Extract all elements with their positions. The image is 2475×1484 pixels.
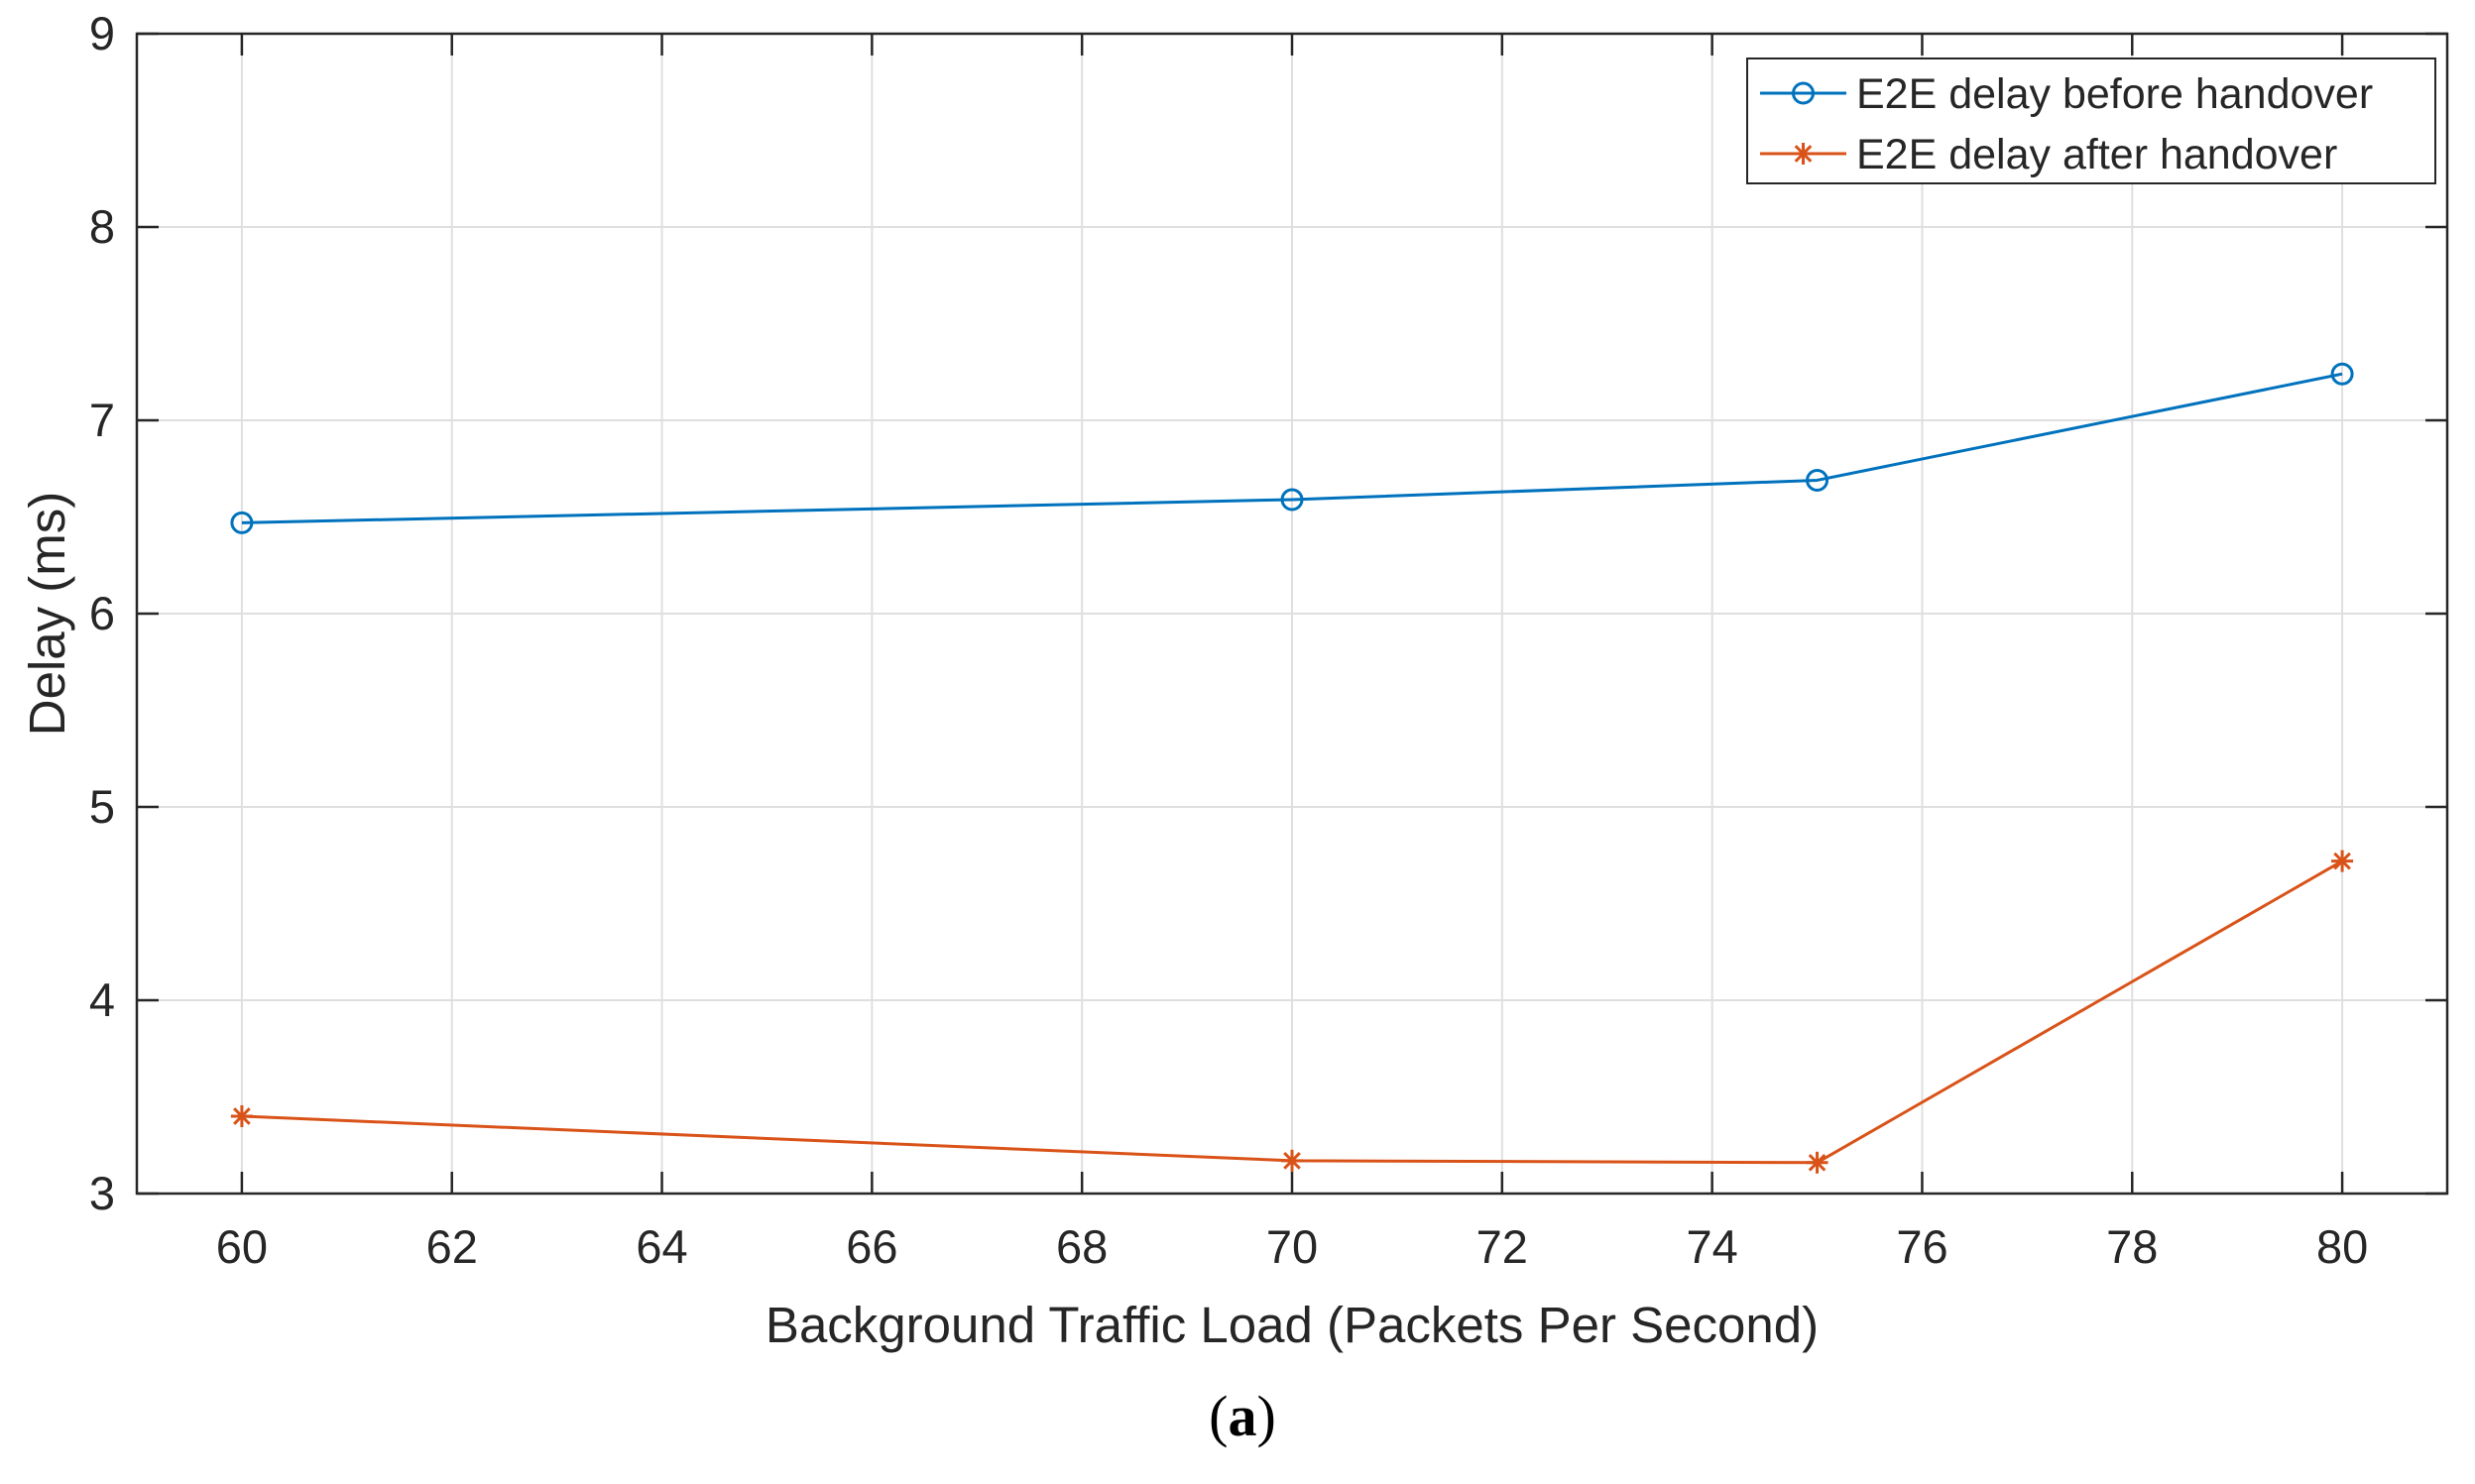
y-tick-label: 6	[89, 587, 115, 639]
x-tick-label: 62	[426, 1220, 478, 1273]
x-tick-label: 64	[636, 1220, 687, 1273]
legend-marker-before-handover	[1792, 81, 1815, 105]
data-point-series-0	[2330, 362, 2354, 386]
x-tick-label: 80	[2316, 1220, 2368, 1273]
series	[230, 362, 2354, 1174]
data-point-series-0	[1280, 488, 1304, 512]
y-axis-label: Delay (ms)	[19, 492, 75, 737]
data-point-series-0	[1806, 468, 1829, 492]
legend-label-after-handover: E2E delay after handover	[1856, 131, 2337, 178]
figure-caption: (a)	[1209, 1384, 1276, 1448]
y-tick-label: 8	[89, 200, 115, 253]
y-tick-labels: 3 4 5 6 7 8 9	[89, 7, 115, 1219]
x-tick-label: 76	[1896, 1220, 1947, 1273]
x-tick-label: 68	[1056, 1220, 1108, 1273]
x-axis-label: Background Traffic Load (Packets Per Sec…	[766, 1297, 1819, 1353]
series-line-0	[241, 372, 2343, 524]
x-tick-label: 74	[1686, 1220, 1737, 1273]
series-line-1	[241, 859, 2343, 1165]
x-tick-label: 66	[846, 1220, 897, 1273]
y-tick-label: 4	[89, 973, 115, 1026]
x-tick-label: 60	[216, 1220, 268, 1273]
data-point-series-1	[2331, 850, 2354, 872]
data-point-series-1	[1806, 1151, 1828, 1174]
caption-letter: a	[1229, 1384, 1257, 1448]
legend-marker-symbol	[1792, 143, 1815, 165]
data-point-series-0	[230, 511, 254, 534]
legend-marker-symbol	[1792, 81, 1815, 105]
data-point-series-1	[230, 1105, 253, 1127]
x-tick-labels: 60 62 64 66 68 70 72 74 76 78 80	[216, 1220, 2368, 1273]
y-tick-label: 9	[89, 7, 115, 59]
y-tick-label: 7	[89, 394, 115, 446]
legend-label-before-handover: E2E delay before handover	[1856, 70, 2373, 118]
caption-close-paren: )	[1257, 1384, 1276, 1448]
plot-frame	[135, 32, 2449, 1196]
x-tick-label: 78	[2106, 1220, 2158, 1273]
legend-marker-after-handover	[1792, 143, 1815, 165]
x-tick-label: 72	[1476, 1220, 1528, 1273]
data-point-series-1	[1281, 1149, 1303, 1172]
legend-box	[1746, 57, 2436, 184]
x-tick-label: 70	[1266, 1220, 1318, 1273]
legend: E2E delay before handover E2E delay afte…	[1746, 57, 2436, 184]
y-tick-label: 5	[89, 780, 115, 833]
y-tick-label: 3	[89, 1167, 115, 1219]
caption-open-paren: (	[1209, 1384, 1228, 1448]
